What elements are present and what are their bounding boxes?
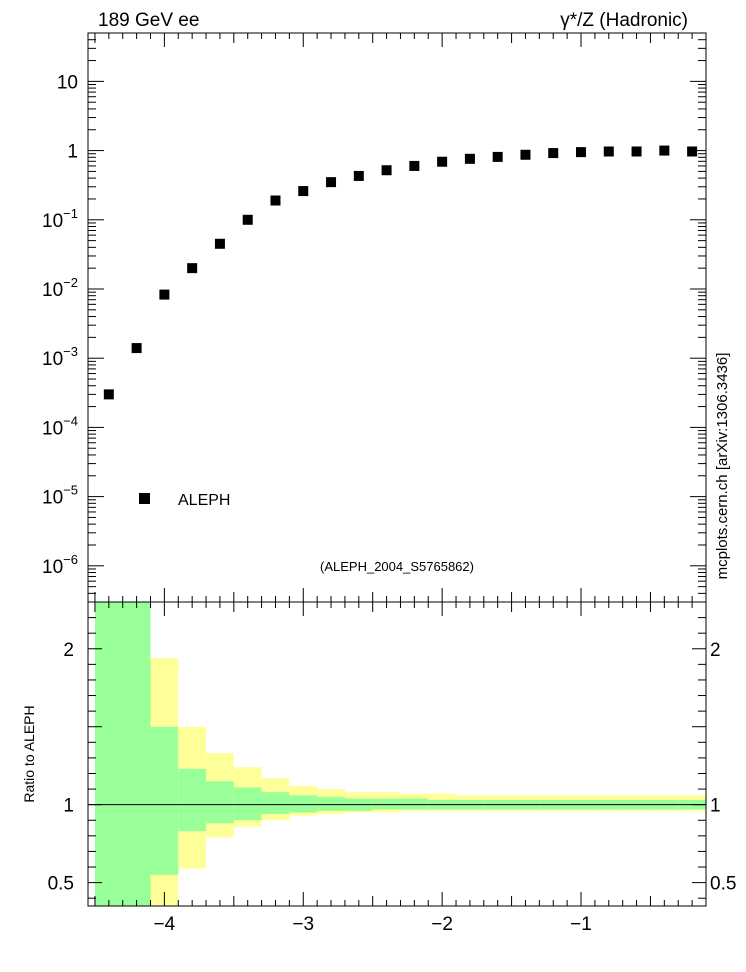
main-axis-ticks: [88, 32, 707, 603]
y-tick-label: 10−6: [42, 552, 78, 578]
data-point: [103, 389, 114, 400]
header-right: γ*/Z (Hadronic): [560, 10, 688, 31]
side-credit: mcplots.cern.ch [arXiv:1306.3436]: [714, 353, 731, 580]
x-tick-label: −2: [431, 914, 453, 935]
header-left: 189 GeV ee: [98, 10, 199, 31]
ratio-inner-band: [150, 726, 179, 875]
data-point: [270, 195, 281, 206]
x-tick-labels: −4 −3 −2 −1: [154, 914, 592, 935]
ratio-y-tick-label: 1: [63, 796, 74, 817]
y-tick-label: 10−4: [42, 413, 78, 439]
data-point: [548, 148, 559, 159]
ratio-inner-band: [233, 787, 262, 821]
ratio-inner-band: [261, 792, 290, 815]
data-point: [631, 146, 642, 157]
legend-label: ALEPH: [178, 492, 230, 509]
main-plot-frame: [87, 32, 707, 603]
ratio-inner-band: [317, 796, 345, 811]
analysis-id: (ALEPH_2004_S5765862): [320, 559, 474, 574]
ratio-y-tick-labels: 0.5 0.5 1 1 2 2: [48, 640, 737, 895]
data-point: [381, 165, 392, 176]
ratio-inner-band: [178, 768, 207, 832]
y-tick-label: 10−5: [42, 483, 78, 509]
ratio-y-axis-label: Ratio to ALEPH: [21, 705, 37, 802]
data-point: [131, 343, 142, 354]
x-tick-label: −4: [154, 914, 176, 935]
data-point: [576, 147, 587, 158]
data-point: [520, 149, 531, 160]
y-tick-label: 10−3: [42, 344, 78, 370]
ratio-inner-band: [94, 602, 123, 906]
y-tick-label: 10−1: [42, 206, 78, 232]
ratio-inner-band: [372, 798, 401, 810]
ratio-y-tick-label-right: 1: [710, 796, 721, 817]
ratio-y-tick-label-right: 0.5: [710, 874, 736, 895]
y-tick-label: 10−2: [42, 275, 78, 301]
legend-marker: [139, 493, 150, 504]
ratio-inner-band: [400, 798, 429, 810]
data-point: [326, 177, 337, 188]
ratio-plot-panel: 0.5 0.5 1 1 2 2 −4 −3 −2 −1 Ratio to ALEPH: [21, 601, 737, 935]
data-point: [214, 238, 225, 249]
y-tick-label: 10: [57, 72, 78, 93]
ratio-y-tick-label: 0.5: [48, 874, 74, 895]
x-tick-label: −1: [570, 914, 592, 935]
ratio-axis-ticks: [88, 602, 707, 906]
data-point: [242, 214, 253, 225]
data-point: [687, 146, 698, 157]
data-point: [603, 146, 614, 157]
main-data-points: [103, 145, 698, 400]
main-y-tick-labels: 10−6 10−5 10−4 10−3 10−2 10−1 1 10: [42, 72, 78, 577]
ratio-bands: [94, 602, 706, 906]
x-tick-label: −3: [292, 914, 314, 935]
data-point: [437, 156, 448, 167]
main-plot-panel: 10−6 10−5 10−4 10−3 10−2 10−1 1 10 ALEPH (ALEPH…: [42, 32, 707, 603]
data-point: [187, 263, 198, 274]
data-point: [298, 186, 309, 197]
y-tick-label: 1: [67, 142, 78, 163]
ratio-plot-frame: [87, 601, 707, 907]
ratio-y-tick-label: 2: [63, 640, 74, 661]
ratio-inner-band: [206, 781, 234, 824]
data-point: [409, 160, 420, 171]
data-point: [659, 145, 670, 156]
data-point: [159, 289, 170, 300]
ratio-inner-band: [122, 602, 151, 906]
data-point: [492, 151, 503, 162]
ratio-y-tick-label-right: 2: [710, 640, 721, 661]
ratio-inner-band: [289, 795, 318, 813]
data-point: [464, 153, 475, 164]
data-point: [353, 170, 364, 181]
